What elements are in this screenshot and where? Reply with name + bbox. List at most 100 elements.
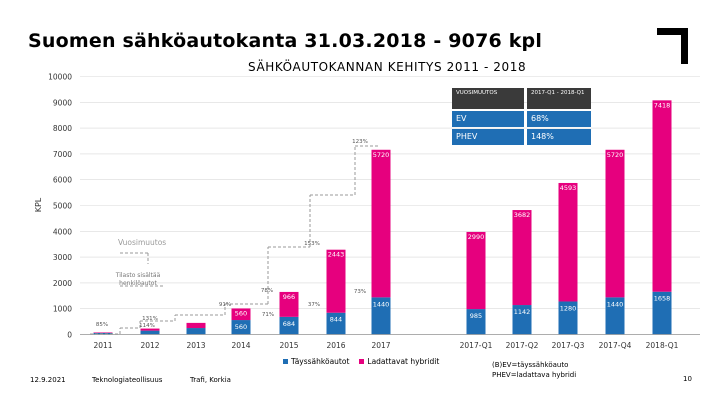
growth-label: 71% [262,312,274,318]
data-label-phev: 5720 [373,151,390,159]
info-row-phev-value: 148% [527,129,591,145]
info-row-ev-value: 68% [527,111,591,127]
legend-label-phev: Ladattavat hybridit [367,357,440,366]
y-tick-label: 5000 [53,202,72,211]
annotation-tilasto-line1: Tilasto sisältää [115,272,161,279]
bar-ev-2017-Q2 [512,305,532,335]
bar-phev-2017-Q2 [512,210,532,306]
legend-item-phev: Ladattavat hybridit [359,357,439,366]
bar-ev-2012 [140,330,160,335]
x-tick-label: 2017-Q1 [460,341,493,350]
data-label-ev: 1280 [560,304,577,312]
bar-ev-2016 [326,312,346,335]
data-label-phev: 3682 [514,211,531,219]
bar-ev-2015 [279,316,299,335]
bar-phev-2016 [326,249,346,313]
info-row-ev: EV 68% [452,111,591,127]
growth-label: 85% [96,322,108,328]
x-tick-label: 2017-Q3 [552,341,585,350]
x-tick-label: 2017-Q4 [599,341,632,350]
growth-label: 114% [139,323,155,329]
data-label-ev: 1440 [373,300,390,308]
chart-legend: Täyssähköautot Ladattavat hybridit [283,357,439,366]
x-tick-label: 2016 [326,341,345,350]
y-tick-label: 3000 [53,253,72,262]
y-axis-label: KPL [34,197,43,212]
bar-phev-2011 [93,332,113,333]
x-tick-label: 2015 [279,341,298,350]
data-label-ev: 985 [470,312,482,320]
info-row-ev-label: EV [452,111,524,127]
bar-ev-2018-Q1 [652,291,672,335]
bar-phev-2017 [371,149,391,298]
data-label-phev: 2990 [468,233,485,241]
legend-swatch-phev [359,359,365,364]
data-label-ev: 1142 [514,308,531,316]
bar-phev-2017-Q3 [558,182,578,302]
abbreviation-note: (B)EV=täyssähköauto PHEV=ladattava hybri… [492,360,576,380]
info-header-col1: VUOSIMUUTOS [452,88,524,109]
bar-phev-2014 [231,308,251,321]
growth-label: 131% [142,316,158,322]
y-tick-label: 2000 [53,279,72,288]
data-label-phev: 5720 [607,151,624,159]
info-header-col2: 2017-Q1 - 2018-Q1 [527,88,591,109]
legend-item-ev: Täyssähköautot [283,357,349,366]
x-tick-label: 2018-Q1 [646,341,679,350]
x-tick-label: 2017-Q2 [506,341,539,350]
data-label-ev: 684 [283,320,295,328]
growth-label: 73% [354,289,366,295]
y-tick-label: 10000 [48,73,72,82]
info-row-phev: PHEV 148% [452,129,591,145]
y-tick-label: 1000 [53,305,72,314]
page-number: 10 [683,375,692,383]
bar-phev-2017-Q4 [605,149,625,298]
legend-label-ev: Täyssähköautot [291,357,350,366]
data-label-phev: 966 [283,293,295,301]
x-tick-label: 2014 [231,341,250,350]
x-tick-label: 2013 [186,341,205,350]
data-label-ev: 560 [235,323,247,331]
brand-logo [657,28,688,64]
y-tick-label: 7000 [53,150,72,159]
bar-phev-2012 [140,328,160,331]
legend-swatch-ev [283,359,288,364]
footer-date: 12.9.2021 [30,376,66,384]
bar-ev-2017-Q3 [558,301,578,335]
footer-source: Trafi, Korkia [190,376,231,384]
growth-info-table: VUOSIMUUTOS 2017-Q1 - 2018-Q1 EV 68% PHE… [452,88,591,147]
footer-organization: Teknologiateollisuus [92,376,163,384]
bar-phev-2017-Q1 [466,231,486,310]
data-label-phev: 7418 [654,101,671,109]
y-tick-label: 8000 [53,124,72,133]
info-row-phev-label: PHEV [452,129,524,145]
bar-ev-2013 [186,328,206,335]
info-table-header: VUOSIMUUTOS 2017-Q1 - 2018-Q1 [452,88,591,109]
data-label-ev: 1440 [607,300,624,308]
slide-title: Suomen sähköautokanta 31.03.2018 - 9076 … [28,30,543,52]
y-tick-label: 9000 [53,98,72,107]
bar-phev-2018-Q1 [652,100,672,292]
growth-label: 123% [352,139,368,145]
bar-ev-2017-Q1 [466,309,486,335]
x-tick-label: 2017 [371,341,390,350]
data-label-ev: 1658 [654,295,671,303]
annotation-tilasto-line2: henkilöautot [119,280,157,287]
x-tick-label: 2011 [93,341,112,350]
bar-ev-2017-Q4 [605,297,625,335]
annotation-vuosimuutos: Vuosimuutos [118,238,166,247]
y-tick-label: 0 [67,331,72,340]
bar-phev-2015 [279,291,299,317]
chart-title: SÄHKÖAUTOKANNAN KEHITYS 2011 - 2018 [248,60,527,74]
growth-label: 153% [304,241,320,247]
bar-phev-2013 [186,322,206,329]
note-ev: (B)EV=täyssähköauto [492,361,569,369]
bar-ev-2017 [371,297,391,335]
bar-ev-2014 [231,320,251,335]
growth-label: 78% [261,288,273,294]
x-tick-label: 2012 [140,341,159,350]
growth-label: 37% [308,302,320,308]
data-label-phev: 2443 [328,251,345,259]
note-phev: PHEV=ladattava hybridi [492,371,577,379]
